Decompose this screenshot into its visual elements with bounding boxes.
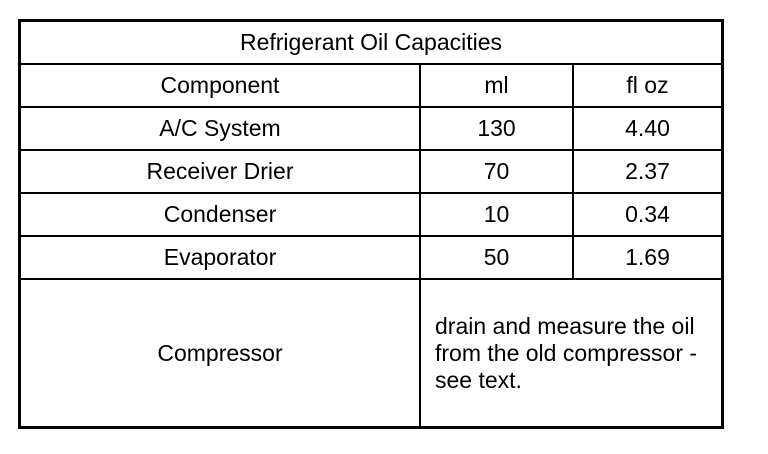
- cell-fl-oz: 0.34: [572, 192, 724, 237]
- header-component: Component: [18, 63, 421, 108]
- cell-fl-oz: 1.69: [572, 235, 724, 280]
- title-row: Refrigerant Oil Capacities: [18, 19, 724, 65]
- header-fl-oz: fl oz: [572, 63, 724, 108]
- cell-ml: 130: [419, 106, 574, 151]
- cell-component: Compressor: [18, 278, 421, 429]
- cell-fl-oz: 4.40: [572, 106, 724, 151]
- table-row: Evaporator 50 1.69: [18, 235, 724, 280]
- table-row: Receiver Drier 70 2.37: [18, 149, 724, 194]
- cell-ml: 70: [419, 149, 574, 194]
- table-row: Condenser 10 0.34: [18, 192, 724, 237]
- cell-component: Receiver Drier: [18, 149, 421, 194]
- header-row: Component ml fl oz: [18, 63, 724, 108]
- cell-component: Evaporator: [18, 235, 421, 280]
- cell-component: Condenser: [18, 192, 421, 237]
- cell-fl-oz: 2.37: [572, 149, 724, 194]
- table-title: Refrigerant Oil Capacities: [18, 19, 724, 65]
- cell-ml: 50: [419, 235, 574, 280]
- oil-capacities-table: Refrigerant Oil Capacities Component ml …: [18, 19, 724, 429]
- table-row: A/C System 130 4.40: [18, 106, 724, 151]
- compressor-note: drain and measure the oil from the old c…: [419, 278, 724, 429]
- cell-component: A/C System: [18, 106, 421, 151]
- header-ml: ml: [419, 63, 574, 108]
- compressor-row: Compressor drain and measure the oil fro…: [18, 278, 724, 429]
- cell-ml: 10: [419, 192, 574, 237]
